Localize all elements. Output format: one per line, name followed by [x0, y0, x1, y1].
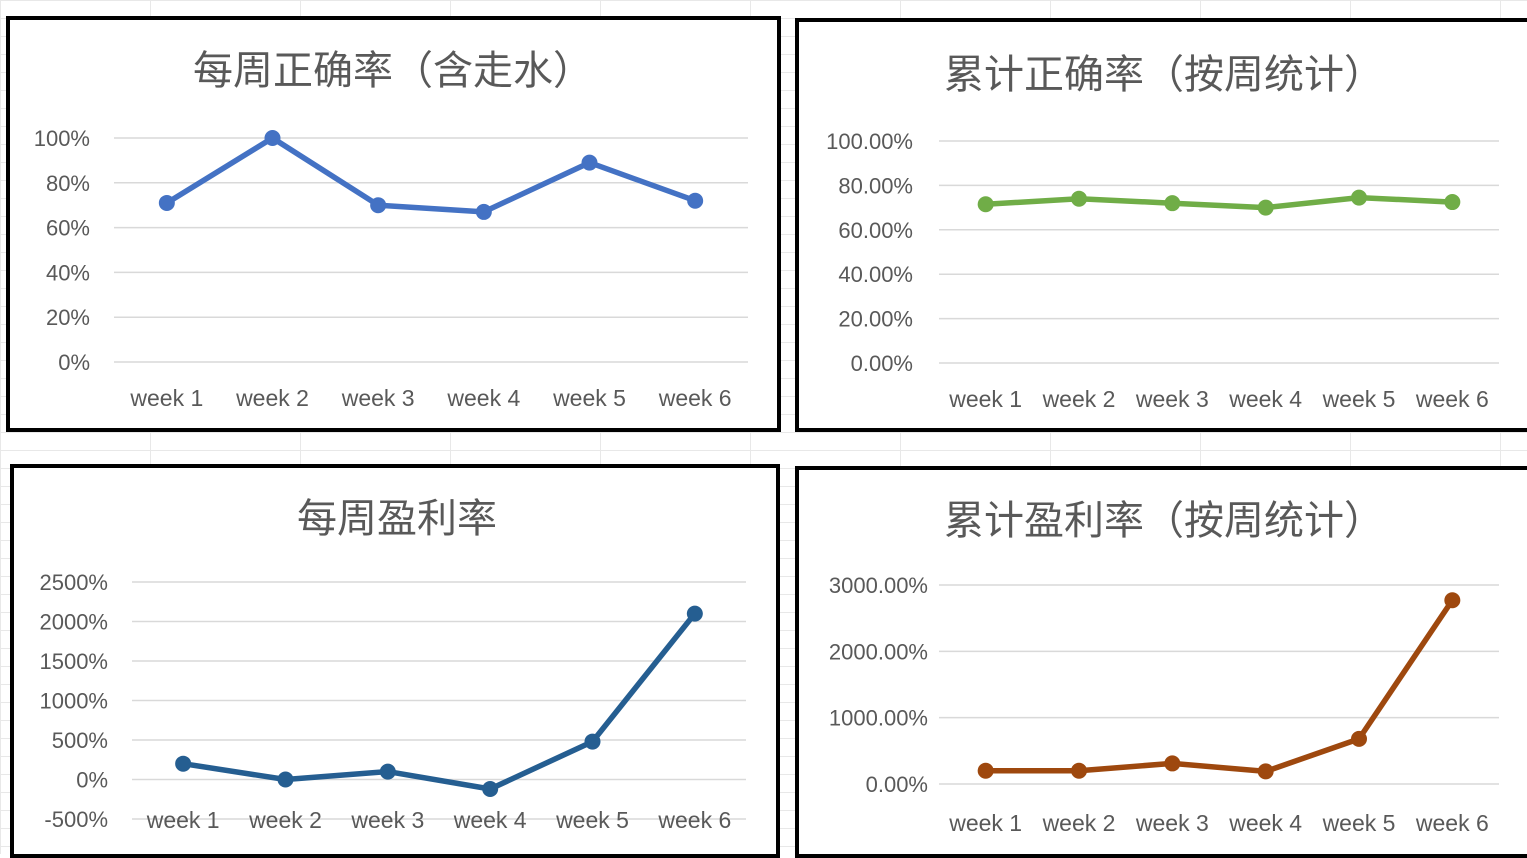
x-category-label: week 5: [555, 807, 629, 833]
data-point[interactable]: [581, 154, 598, 171]
x-category-label: week 4: [1228, 810, 1302, 836]
chart-weekly-profit-rate-svg: 每周盈利率 -500% 0% 500% 1000% 1500% 2000% 2500% we…: [39, 496, 746, 833]
y-tick-label: 80.00%: [838, 173, 913, 198]
data-point[interactable]: [475, 203, 492, 220]
chart-cumulative-profit-rate-svg: 累计盈利率（按周统计） 0.00% 1000.00% 2000.00% 3000.00…: [829, 498, 1499, 836]
x-category-label: week 4: [446, 385, 520, 411]
x-category-label: week 6: [1415, 810, 1489, 836]
y-tick-label: 100%: [34, 126, 90, 151]
y-tick-label: 2000.00%: [829, 639, 928, 664]
y-tick-label: 1500%: [39, 649, 108, 674]
y-tick-label: 20%: [46, 305, 90, 330]
x-category-label: week 3: [341, 385, 415, 411]
data-point[interactable]: [1071, 762, 1087, 779]
data-point[interactable]: [1071, 190, 1087, 207]
x-category-label: week 1: [146, 807, 220, 833]
x-category-label: week 2: [235, 385, 309, 411]
series-line: [164, 135, 698, 215]
chart-title: 累计盈利率（按周统计）: [944, 498, 1384, 544]
data-point[interactable]: [482, 780, 499, 797]
chart-weekly-accuracy[interactable]: 每周正确率（含走水） 0% 20% 40% 60% 80% 100% week 1 week…: [6, 16, 781, 432]
x-category-label: week 6: [1415, 386, 1489, 412]
y-tick-label: 60.00%: [838, 218, 913, 243]
x-category-label: week 2: [1042, 386, 1116, 412]
x-category-label: week 3: [350, 807, 424, 833]
data-point[interactable]: [687, 192, 704, 209]
x-category-label: week 1: [129, 385, 203, 411]
y-tick-label: 0%: [58, 350, 90, 375]
y-tick-label: 2500%: [39, 570, 108, 595]
x-category-label: week 1: [948, 810, 1022, 836]
x-category-label: week 4: [1228, 386, 1302, 412]
data-point[interactable]: [264, 130, 281, 146]
y-tick-label: 40%: [46, 260, 90, 285]
x-category-label: week 4: [453, 807, 527, 833]
x-category-label: week 6: [657, 807, 731, 833]
x-category-label: week 5: [1322, 386, 1396, 412]
x-category-label: week 1: [948, 386, 1022, 412]
x-category-label: week 5: [552, 385, 626, 411]
chart-weekly-profit-rate[interactable]: 每周盈利率 -500% 0% 500% 1000% 1500% 2000% 2500% we…: [10, 464, 780, 858]
chart-title: 每周盈利率: [297, 496, 497, 542]
y-tick-label: 0.00%: [851, 351, 913, 376]
data-point[interactable]: [1164, 755, 1181, 772]
data-point[interactable]: [379, 763, 396, 780]
x-category-label: week 2: [248, 807, 322, 833]
chart-title: 累计正确率（按周统计）: [944, 52, 1384, 98]
y-tick-label: 0.00%: [866, 772, 928, 797]
y-tick-label: 0%: [76, 768, 108, 793]
y-tick-label: 100.00%: [826, 129, 913, 154]
y-tick-label: 80%: [46, 171, 90, 196]
data-point[interactable]: [977, 196, 994, 213]
data-point[interactable]: [158, 194, 175, 211]
y-tick-label: 60%: [46, 216, 90, 241]
y-tick-label: 1000%: [39, 689, 108, 714]
data-point[interactable]: [277, 771, 294, 788]
x-category-label: week 6: [658, 385, 732, 411]
chart-cumulative-profit-rate[interactable]: 累计盈利率（按周统计） 0.00% 1000.00% 2000.00% 3000.00…: [795, 466, 1527, 858]
data-point[interactable]: [1444, 194, 1461, 211]
series-line: [180, 610, 698, 792]
data-point[interactable]: [1257, 763, 1274, 780]
series-line: [982, 194, 1456, 211]
data-point[interactable]: [175, 755, 192, 772]
chart-title: 每周正确率（含走水）: [193, 48, 593, 94]
chart-cumulative-accuracy-svg: 累计正确率（按周统计） 0.00% 20.00% 40.00% 60.00% 80.00…: [826, 52, 1499, 412]
data-point[interactable]: [1351, 189, 1367, 206]
data-point[interactable]: [1351, 730, 1367, 747]
data-point[interactable]: [977, 762, 994, 779]
chart-weekly-accuracy-svg: 每周正确率（含走水） 0% 20% 40% 60% 80% 100% week 1 week…: [34, 48, 748, 411]
data-point[interactable]: [1257, 199, 1274, 216]
y-tick-label: 2000%: [39, 610, 108, 635]
y-tick-label: 500%: [52, 728, 108, 753]
y-tick-label: 40.00%: [838, 262, 913, 287]
x-category-label: week 2: [1042, 810, 1116, 836]
data-point[interactable]: [1444, 592, 1461, 609]
x-category-label: week 3: [1135, 810, 1209, 836]
y-tick-label: 1000.00%: [829, 706, 928, 731]
series-line: [982, 597, 1456, 775]
y-tick-label: 3000.00%: [829, 573, 928, 598]
data-point[interactable]: [686, 605, 703, 622]
x-category-label: week 5: [1322, 810, 1396, 836]
chart-cumulative-accuracy[interactable]: 累计正确率（按周统计） 0.00% 20.00% 40.00% 60.00% 80.00…: [795, 18, 1527, 432]
y-tick-label: -500%: [44, 807, 108, 832]
data-point[interactable]: [1164, 195, 1181, 212]
data-point[interactable]: [584, 733, 601, 750]
data-point[interactable]: [370, 197, 387, 214]
y-tick-label: 20.00%: [838, 307, 913, 332]
x-category-label: week 3: [1135, 386, 1209, 412]
